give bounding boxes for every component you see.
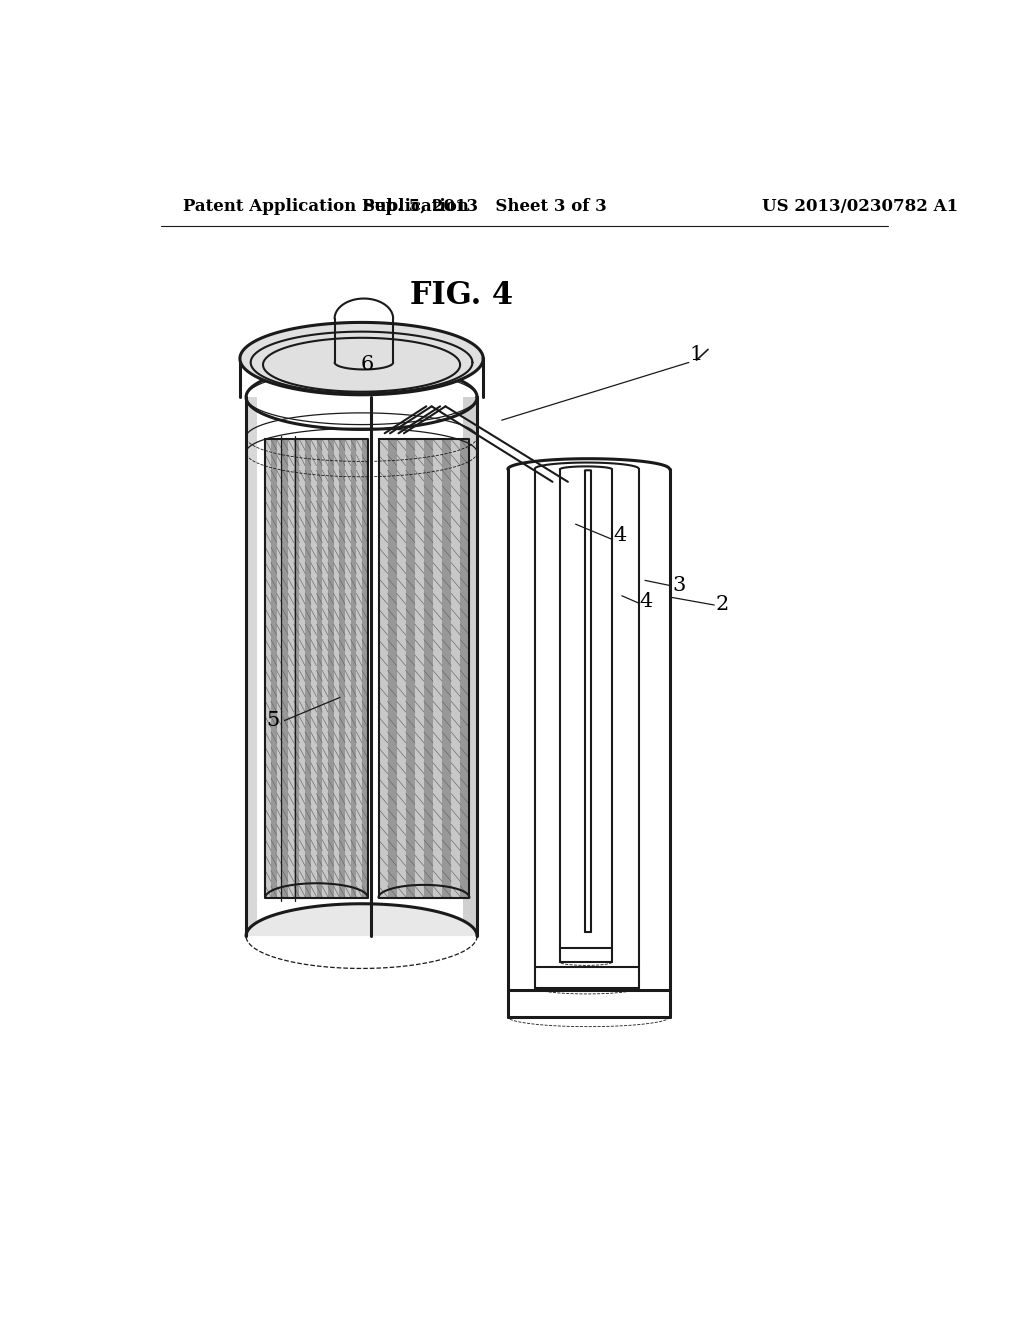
- Text: 6: 6: [361, 355, 375, 375]
- Polygon shape: [442, 440, 452, 898]
- Polygon shape: [433, 440, 442, 898]
- Text: 1: 1: [690, 346, 703, 364]
- Polygon shape: [246, 397, 257, 936]
- Polygon shape: [362, 440, 368, 898]
- Polygon shape: [265, 440, 271, 898]
- Polygon shape: [288, 440, 294, 898]
- Polygon shape: [299, 440, 305, 898]
- Polygon shape: [463, 397, 477, 936]
- Text: Sep. 5, 2013   Sheet 3 of 3: Sep. 5, 2013 Sheet 3 of 3: [362, 198, 606, 215]
- Text: US 2013/0230782 A1: US 2013/0230782 A1: [762, 198, 958, 215]
- Polygon shape: [388, 440, 396, 898]
- Polygon shape: [396, 440, 406, 898]
- Polygon shape: [379, 440, 388, 898]
- Polygon shape: [323, 440, 328, 898]
- Polygon shape: [460, 440, 469, 898]
- Polygon shape: [311, 440, 316, 898]
- Polygon shape: [240, 322, 483, 395]
- Polygon shape: [246, 904, 477, 936]
- Polygon shape: [345, 440, 350, 898]
- Polygon shape: [424, 440, 433, 898]
- Polygon shape: [283, 440, 288, 898]
- Text: FIG. 4: FIG. 4: [410, 280, 513, 312]
- Polygon shape: [452, 440, 460, 898]
- Text: 4: 4: [613, 527, 626, 545]
- Text: 5: 5: [266, 711, 280, 730]
- Polygon shape: [350, 440, 356, 898]
- Polygon shape: [334, 440, 339, 898]
- Polygon shape: [415, 440, 424, 898]
- Polygon shape: [294, 440, 299, 898]
- Polygon shape: [328, 440, 334, 898]
- Polygon shape: [316, 440, 323, 898]
- Polygon shape: [276, 440, 283, 898]
- Polygon shape: [271, 440, 276, 898]
- Text: Patent Application Publication: Patent Application Publication: [183, 198, 469, 215]
- Text: 4: 4: [640, 591, 653, 611]
- Polygon shape: [305, 440, 311, 898]
- Polygon shape: [406, 440, 415, 898]
- Polygon shape: [356, 440, 362, 898]
- Text: 3: 3: [672, 577, 685, 595]
- Text: 2: 2: [716, 595, 728, 615]
- Polygon shape: [339, 440, 345, 898]
